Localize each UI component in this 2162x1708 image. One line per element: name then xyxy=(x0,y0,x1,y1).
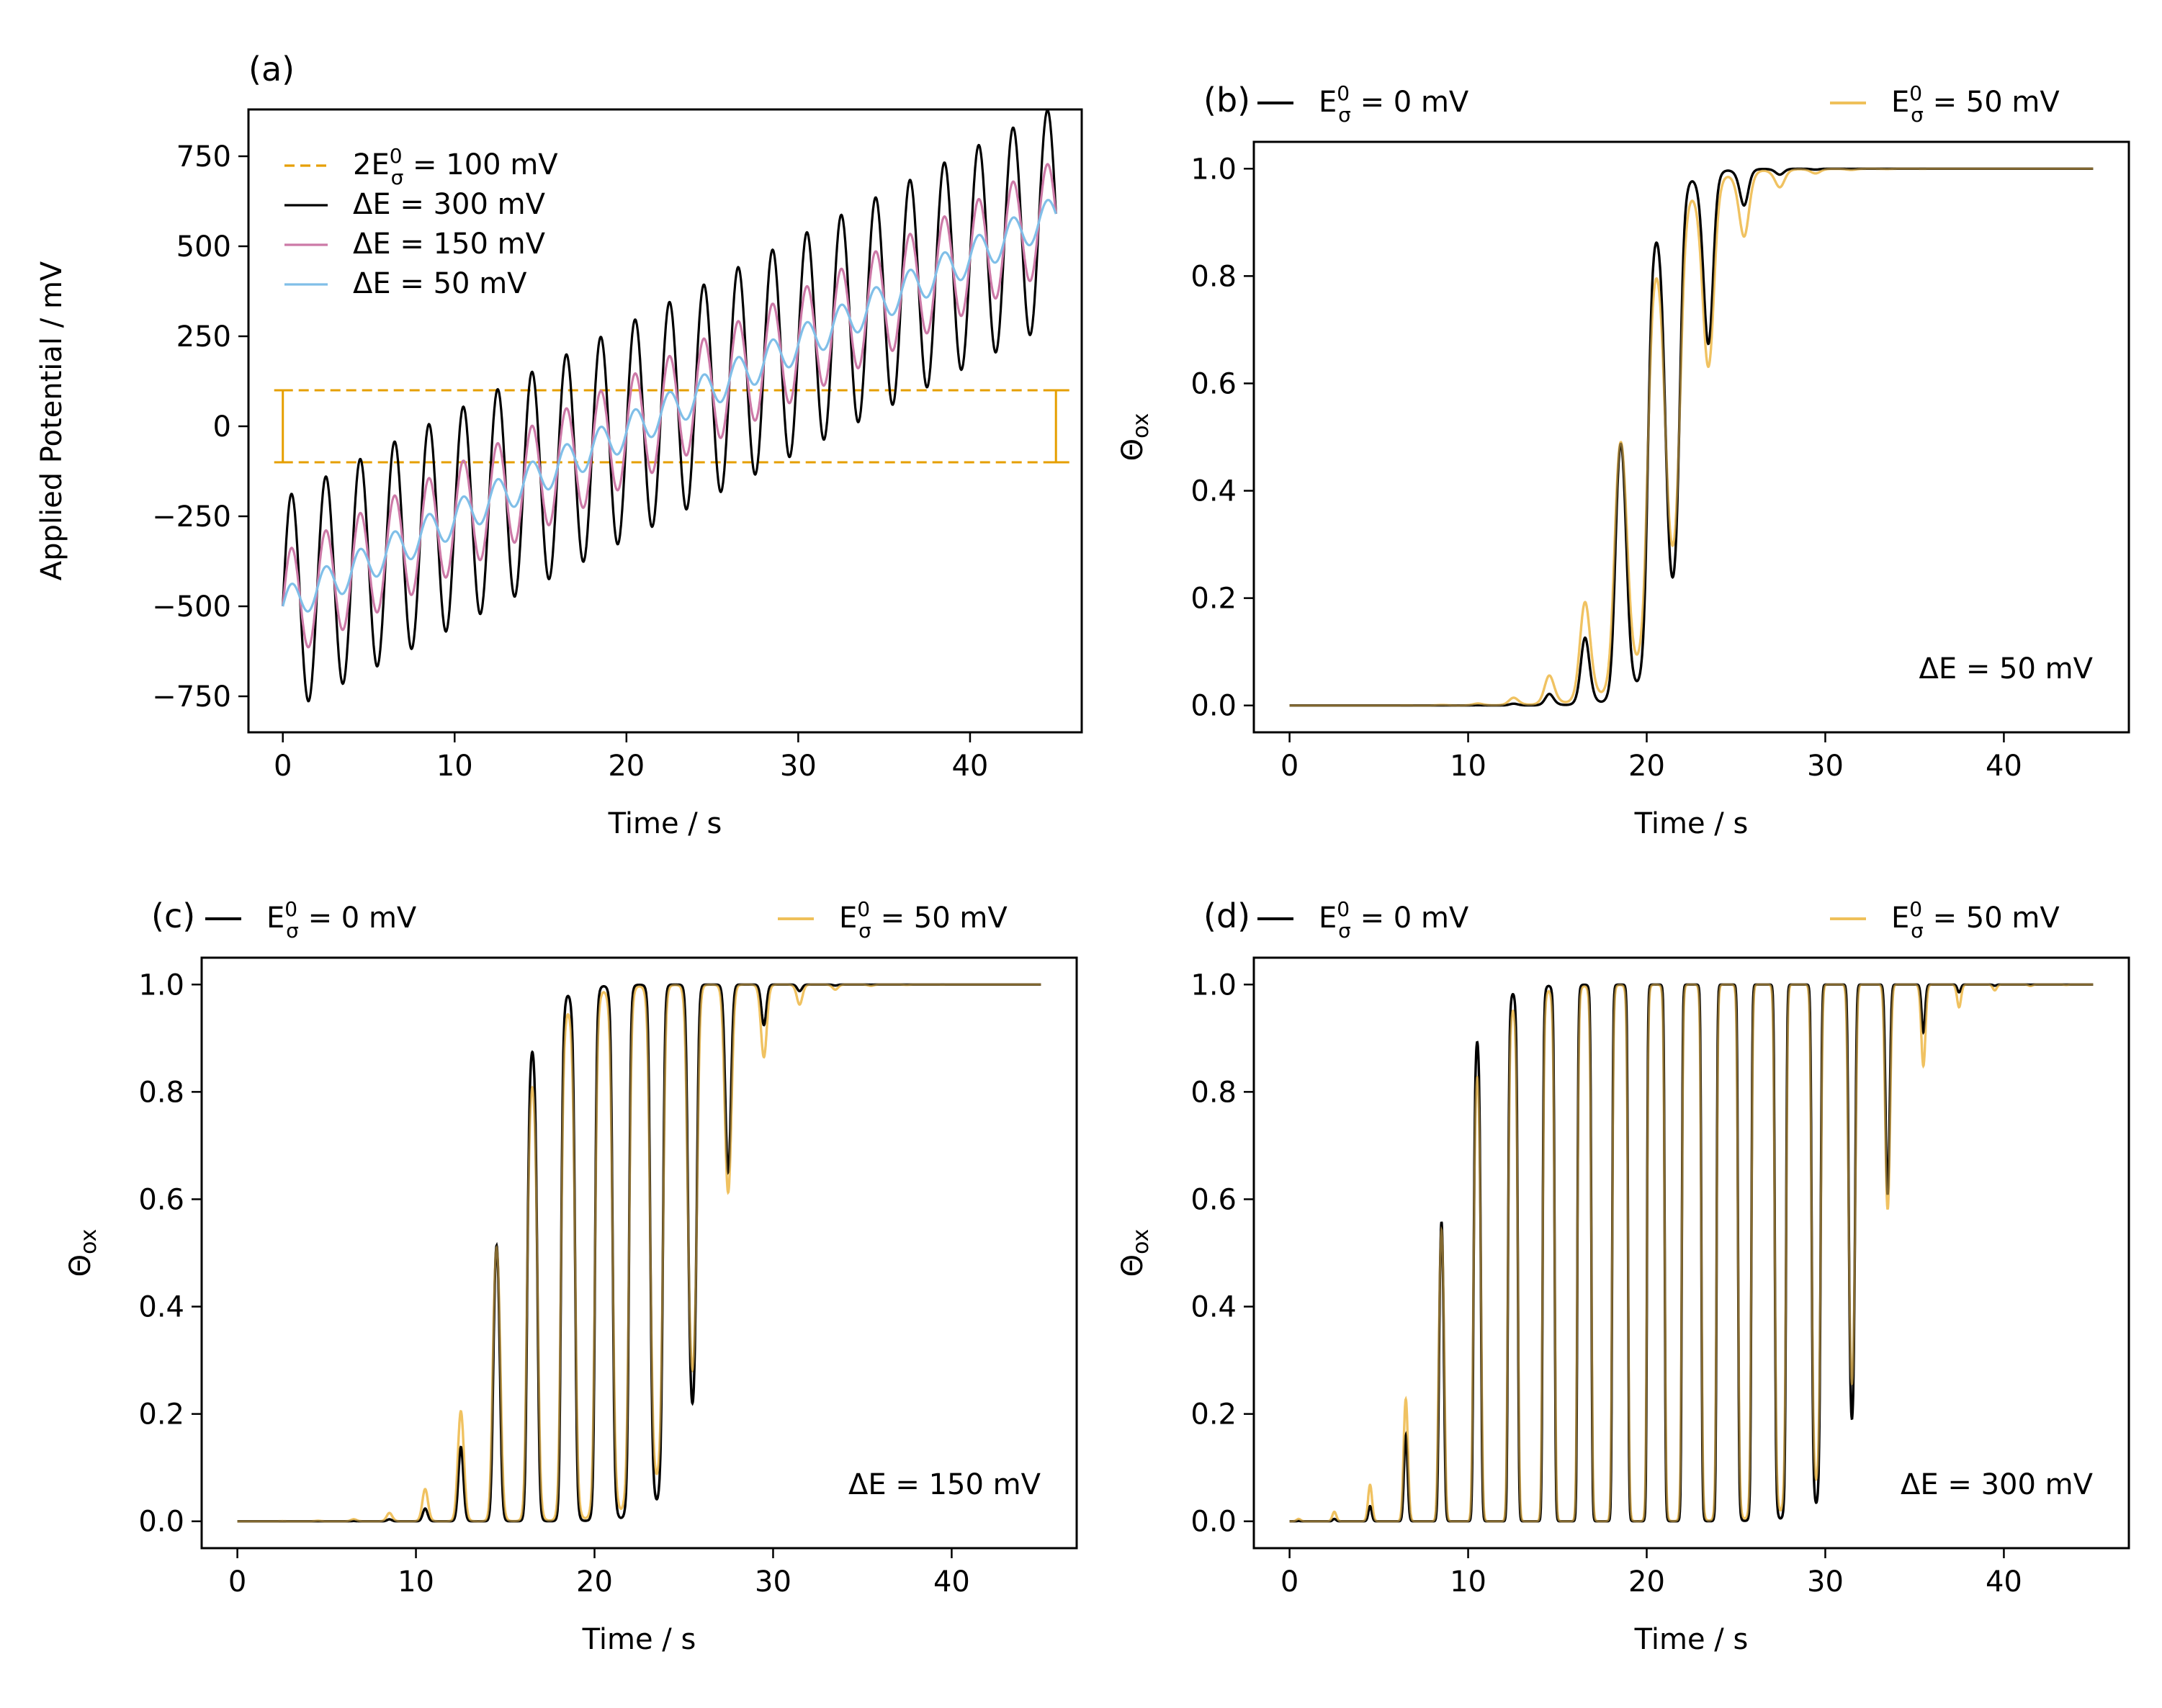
panel-label: (b) xyxy=(1203,81,1250,120)
x-tick-label: 20 xyxy=(1628,1565,1665,1599)
axes-frame xyxy=(247,108,1083,734)
y-tick-label: 0.4 xyxy=(1190,1291,1237,1324)
y-tick-label: −750 xyxy=(152,680,231,714)
x-axis-label: Time / s xyxy=(1634,807,1749,840)
plot-area xyxy=(237,983,1041,1523)
panel-d: 0 10 20 30 40 0.0 0.2 0.4 0.6 0.8 1.0 Time / s Θox (d… xyxy=(1116,896,2130,1656)
y-tick-label: 750 xyxy=(176,140,231,174)
y-tick-label: 0.8 xyxy=(138,1076,184,1109)
x-tick-label: 10 xyxy=(1450,750,1486,783)
series-line-0 xyxy=(282,109,1057,703)
legend-label: E0 σ = 50 mV xyxy=(1891,897,2060,943)
x-axis-label: Time / s xyxy=(608,807,722,840)
x-tick-label: 20 xyxy=(1628,750,1665,783)
series-line-overlay xyxy=(1289,167,2094,707)
legend-label: E0 σ = 0 mV xyxy=(266,897,417,943)
y-tick-label: 0.2 xyxy=(1190,1398,1237,1431)
legend-label: ΔE = 150 mV xyxy=(353,228,546,261)
series-line-1 xyxy=(1289,983,2094,1523)
x-tick-label: 10 xyxy=(398,1565,434,1599)
y-tick-label: 0.8 xyxy=(1190,260,1237,293)
y-tick-label: 0 xyxy=(213,410,231,444)
panel-c: 0 10 20 30 40 0.0 0.2 0.4 0.6 0.8 1.0 Time / s Θox (c… xyxy=(64,896,1078,1656)
axes-frame xyxy=(1252,140,2130,734)
x-tick-label: 0 xyxy=(228,1565,246,1599)
axes-frame xyxy=(200,956,1078,1550)
y-axis-label: Θox xyxy=(1116,413,1154,462)
y-tick-label: 0.6 xyxy=(138,1183,184,1216)
y-tick-label: 0.6 xyxy=(1190,1183,1237,1216)
axes-frame xyxy=(1252,956,2130,1550)
x-tick-label: 40 xyxy=(1986,1565,2022,1599)
y-axis-label: Applied Potential / mV xyxy=(35,261,68,580)
y-tick-label: 1.0 xyxy=(1190,153,1237,186)
x-tick-label: 30 xyxy=(755,1565,791,1599)
legend-label: E0 σ = 0 mV xyxy=(1319,81,1469,127)
y-tick-label: 1.0 xyxy=(138,968,184,1002)
legend-label: ΔE = 300 mV xyxy=(353,188,546,221)
series-line-0 xyxy=(1289,983,2094,1523)
legend-label: E0 σ = 50 mV xyxy=(1891,81,2060,127)
legend-label: ΔE = 50 mV xyxy=(353,267,527,300)
y-tick-label: 0.8 xyxy=(1190,1076,1237,1109)
delta-e-annotation: ΔE = 300 mV xyxy=(1901,1468,2094,1501)
x-tick-label: 40 xyxy=(951,750,988,783)
x-tick-label: 30 xyxy=(1807,1565,1844,1599)
series-line-1 xyxy=(237,983,1041,1523)
x-tick-label: 30 xyxy=(1807,750,1844,783)
x-tick-label: 0 xyxy=(1280,1565,1298,1599)
y-tick-label: −500 xyxy=(152,590,231,624)
panel-b: 0 10 20 30 40 0.0 0.2 0.4 0.6 0.8 1.0 Time / s Θox (b… xyxy=(1116,81,2130,840)
y-axis-label: Θox xyxy=(1116,1229,1154,1277)
plot-area xyxy=(1289,983,2094,1523)
panel-label: (a) xyxy=(248,50,295,89)
y-tick-label: 250 xyxy=(176,320,231,354)
y-tick-label: 0.2 xyxy=(138,1398,184,1431)
delta-e-annotation: ΔE = 150 mV xyxy=(848,1468,1041,1501)
panel-label: (c) xyxy=(151,896,195,935)
legend-label: E0 σ = 0 mV xyxy=(1319,897,1469,943)
series-line-0 xyxy=(1289,167,2094,707)
y-tick-label: 0.0 xyxy=(138,1506,184,1539)
x-tick-label: 30 xyxy=(780,750,817,783)
y-axis-label: Θox xyxy=(64,1229,102,1277)
x-tick-label: 10 xyxy=(1450,1565,1486,1599)
y-tick-label: 0.6 xyxy=(1190,367,1237,400)
plot-area xyxy=(1289,167,2094,707)
series-line-overlay xyxy=(237,983,1041,1523)
x-axis-label: Time / s xyxy=(1634,1623,1749,1656)
x-tick-label: 0 xyxy=(274,750,292,783)
y-tick-label: 0.4 xyxy=(138,1291,184,1324)
x-axis-label: Time / s xyxy=(582,1623,696,1656)
y-tick-label: −250 xyxy=(152,500,231,534)
x-tick-label: 40 xyxy=(933,1565,970,1599)
series-line-2 xyxy=(282,199,1057,613)
y-tick-label: 1.0 xyxy=(1190,968,1237,1002)
legend-label: E0 σ = 50 mV xyxy=(839,897,1008,943)
y-tick-label: 0.0 xyxy=(1190,690,1237,723)
y-tick-label: 0.4 xyxy=(1190,475,1237,508)
x-tick-label: 0 xyxy=(1280,750,1298,783)
panel-label: (d) xyxy=(1203,896,1250,935)
series-line-overlay xyxy=(1289,983,2094,1523)
x-tick-label: 20 xyxy=(576,1565,613,1599)
x-tick-label: 40 xyxy=(1986,750,2022,783)
series-line-0 xyxy=(237,983,1041,1523)
panel-a: 0 10 20 30 40 −750 −500 −250 0 250 500 750 Time / s A… xyxy=(35,50,1083,840)
y-tick-label: 500 xyxy=(176,230,231,264)
series-line-1 xyxy=(282,163,1057,649)
x-tick-label: 10 xyxy=(436,750,473,783)
delta-e-annotation: ΔE = 50 mV xyxy=(1919,652,2093,686)
legend-label: 2E0 σ = 100 mV xyxy=(353,144,558,189)
plot-area xyxy=(274,109,1074,703)
series-line-1 xyxy=(1289,167,2094,707)
y-tick-label: 0.2 xyxy=(1190,583,1237,616)
x-tick-label: 20 xyxy=(608,750,645,783)
y-tick-label: 0.0 xyxy=(1190,1506,1237,1539)
